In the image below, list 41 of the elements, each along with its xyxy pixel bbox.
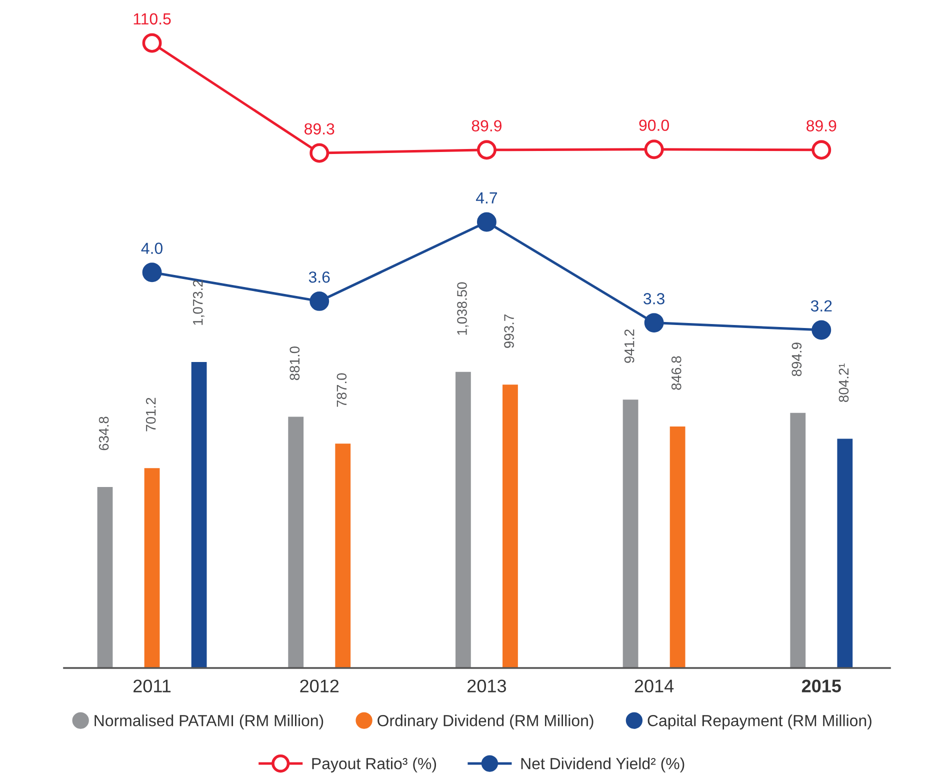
point: [644, 140, 664, 160]
data-label: 3.2: [810, 300, 832, 312]
point: [310, 143, 330, 163]
data-label: 3.3: [644, 293, 664, 304]
data-label: 89.9: [472, 120, 502, 132]
legend-label: Normalised PATAMI (RM Million): [94, 714, 324, 730]
data-label: 787.0: [336, 373, 347, 407]
x-tick-label: 2013: [468, 680, 506, 692]
legend-label: Net Dividend Yield² (%): [521, 758, 684, 772]
data-label: 846.8: [671, 356, 682, 390]
point: [644, 313, 664, 333]
data-label: 1,038.50: [457, 282, 469, 335]
data-label: 3.6: [308, 271, 330, 283]
x-tick-label: 2012: [300, 680, 339, 692]
data-label: 89.3: [304, 123, 334, 135]
data-label: 4.7: [476, 192, 498, 204]
point: [476, 212, 496, 232]
point: [142, 33, 162, 53]
data-label: 881.0: [290, 346, 300, 380]
point: [310, 291, 330, 311]
data-label: 701.2: [146, 398, 156, 432]
data-label: 804.2¹: [838, 364, 849, 402]
point: [812, 320, 832, 340]
legend-label: Payout Ratio³ (%): [312, 758, 436, 772]
data-label: 634.8: [98, 416, 109, 450]
point: [812, 140, 832, 160]
data-label: 894.9: [792, 342, 802, 376]
data-label: 90.0: [639, 120, 669, 131]
data-label: 110.5: [134, 13, 171, 25]
data-label: 1,073.2: [192, 280, 204, 325]
x-tick-label: 2015: [802, 680, 841, 692]
x-tick-label: 2011: [134, 680, 171, 692]
data-label: 4.0: [141, 242, 162, 254]
data-label: 941.2: [624, 329, 634, 363]
x-tick-label: 2014: [634, 680, 674, 692]
legend-label: Ordinary Dividend (RM Million): [378, 714, 594, 730]
data-label: 993.7: [504, 314, 514, 348]
point: [142, 262, 162, 282]
data-label: 89.9: [806, 120, 836, 132]
point: [476, 140, 496, 160]
legend-label: Capital Repayment (RM Million): [648, 714, 872, 730]
